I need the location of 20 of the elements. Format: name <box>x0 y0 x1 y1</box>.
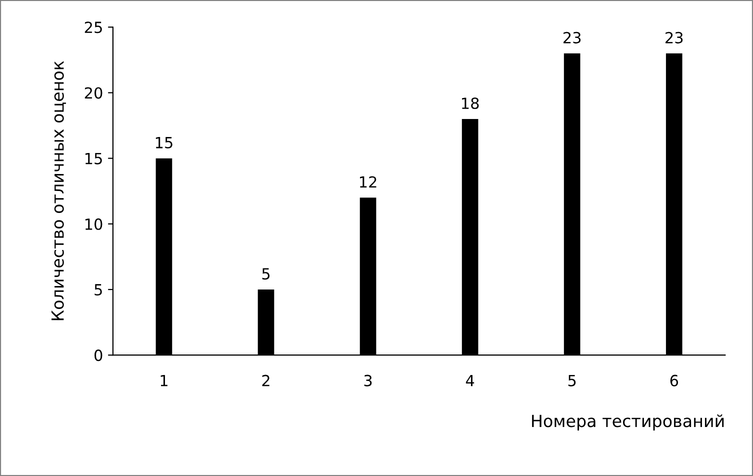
data-label: 18 <box>462 98 479 110</box>
x-tick-label: 3 <box>364 374 372 386</box>
y-tick-label: 25 <box>84 22 102 34</box>
y-tick-label: 0 <box>94 350 102 362</box>
data-label: 12 <box>360 176 376 188</box>
y-tick-label: 15 <box>85 152 102 164</box>
y-tick-label: 10 <box>85 218 102 230</box>
data-label: 23 <box>563 32 581 44</box>
y-tick-label: 5 <box>94 284 102 296</box>
data-label: 23 <box>666 32 683 44</box>
x-tick-label: 2 <box>262 374 270 386</box>
x-tick-label: 5 <box>568 375 576 386</box>
x-tick-label: 1 <box>160 375 168 386</box>
x-tick-label: 6 <box>670 374 678 386</box>
y-tick-label: 20 <box>84 87 102 99</box>
data-label: 15 <box>156 137 172 148</box>
x-tick-label: 4 <box>466 375 474 386</box>
data-label: 5 <box>262 268 270 280</box>
y-axis-title: Количество отличных оценок <box>52 61 66 320</box>
x-axis-title: Номера тестирований <box>532 414 724 430</box>
